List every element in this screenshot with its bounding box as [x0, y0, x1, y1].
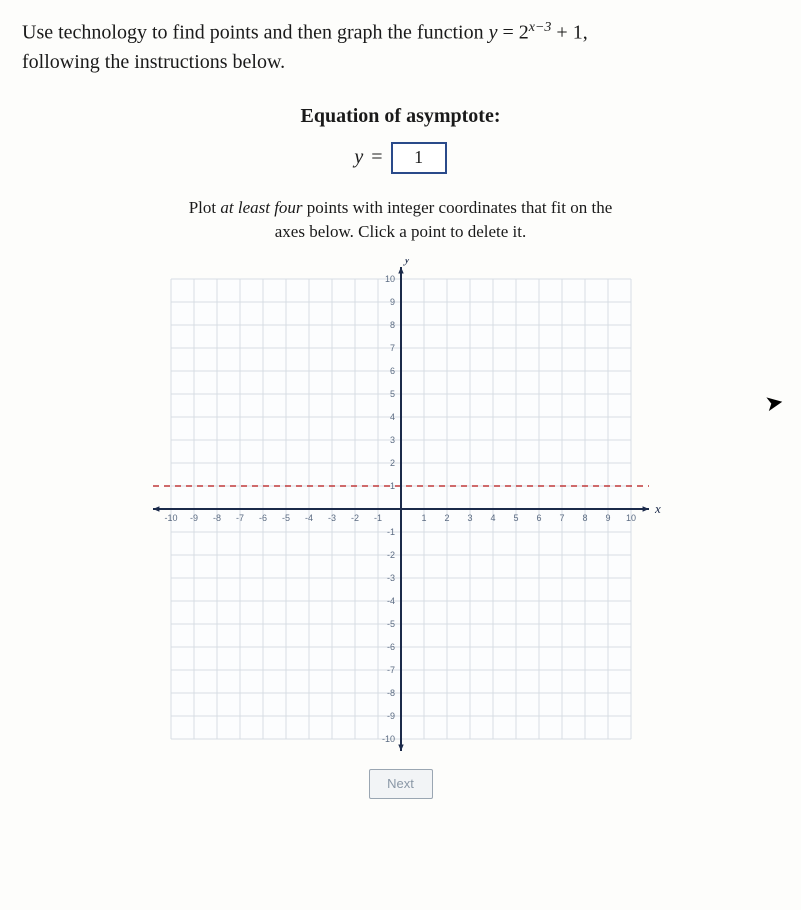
asymptote-label: Equation of asymptote: [22, 105, 779, 128]
svg-text:8: 8 [389, 320, 394, 330]
plot-instr-line2: axes below. Click a point to delete it. [275, 222, 526, 241]
svg-text:-2: -2 [350, 513, 358, 523]
svg-text:4: 4 [490, 513, 495, 523]
svg-text:-9: -9 [189, 513, 197, 523]
svg-text:7: 7 [389, 343, 394, 353]
svg-text:9: 9 [605, 513, 610, 523]
svg-text:-10: -10 [164, 513, 177, 523]
svg-text:-5: -5 [281, 513, 289, 523]
svg-text:10: 10 [625, 513, 635, 523]
plot-instr-post: points with integer coordinates that fit… [303, 198, 613, 217]
svg-text:-6: -6 [258, 513, 266, 523]
asymptote-section: Equation of asymptote: y = 1 [22, 105, 779, 174]
asymptote-eq: = [371, 146, 382, 169]
svg-text:-9: -9 [386, 711, 394, 721]
svg-text:-5: -5 [386, 619, 394, 629]
func-lhs: y [489, 22, 498, 44]
plot-instr-em: at least four [220, 198, 302, 217]
svg-text:8: 8 [582, 513, 587, 523]
svg-text:2: 2 [444, 513, 449, 523]
svg-text:10: 10 [384, 274, 394, 284]
svg-text:1: 1 [389, 481, 394, 491]
svg-text:5: 5 [513, 513, 518, 523]
plot-instructions: Plot at least four points with integer c… [101, 196, 701, 245]
svg-text:3: 3 [389, 435, 394, 445]
svg-text:-1: -1 [386, 527, 394, 537]
svg-text:-4: -4 [304, 513, 312, 523]
svg-text:6: 6 [389, 366, 394, 376]
svg-text:-2: -2 [386, 550, 394, 560]
svg-text:3: 3 [467, 513, 472, 523]
asymptote-var: y [354, 146, 363, 169]
svg-text:1: 1 [421, 513, 426, 523]
svg-text:-7: -7 [386, 665, 394, 675]
svg-text:-10: -10 [381, 734, 394, 744]
prompt-text-1: Use technology to find points and then g… [22, 22, 489, 44]
prompt-text-2: following the instructions below. [22, 51, 285, 73]
svg-text:-6: -6 [386, 642, 394, 652]
next-button[interactable]: Next [369, 769, 433, 799]
svg-text:x: x [654, 501, 661, 516]
svg-text:5: 5 [389, 389, 394, 399]
svg-text:-8: -8 [212, 513, 220, 523]
plot-instr-pre: Plot [189, 198, 221, 217]
coordinate-plane[interactable]: -10 -9 -8 -7 -6 -5 -4 -3 -2 -1 1 2 3 4 5 6 7 8 9 10 -10 -9 -8 -… [141, 259, 661, 759]
asymptote-input[interactable]: 1 [391, 142, 447, 174]
svg-text:6: 6 [536, 513, 541, 523]
svg-text:-1: -1 [373, 513, 381, 523]
func-base: 2 [519, 22, 529, 44]
func-tail: + 1, [551, 22, 587, 44]
svg-text:-3: -3 [327, 513, 335, 523]
svg-text:-7: -7 [235, 513, 243, 523]
svg-text:y: y [402, 259, 410, 266]
svg-text:9: 9 [389, 297, 394, 307]
svg-text:-3: -3 [386, 573, 394, 583]
svg-text:-4: -4 [386, 596, 394, 606]
func-exp: x−3 [529, 20, 552, 35]
svg-text:-8: -8 [386, 688, 394, 698]
svg-text:4: 4 [389, 412, 394, 422]
question-prompt: Use technology to find points and then g… [22, 18, 779, 77]
svg-text:7: 7 [559, 513, 564, 523]
mouse-cursor-icon: ➤ [762, 389, 785, 418]
func-eq: = [502, 22, 513, 44]
svg-text:2: 2 [389, 458, 394, 468]
